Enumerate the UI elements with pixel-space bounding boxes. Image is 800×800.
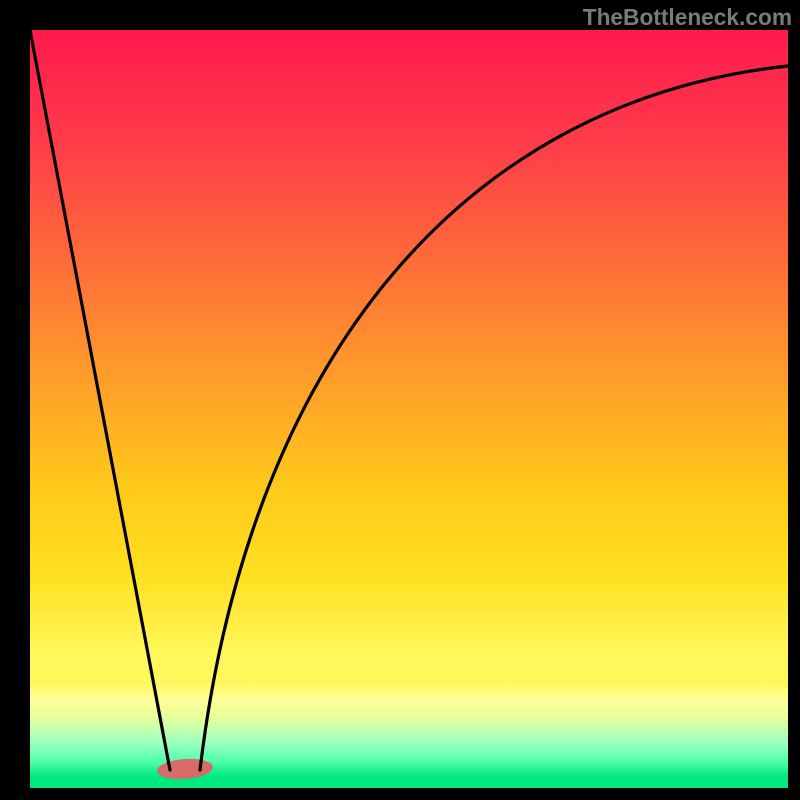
- bottleneck-chart: [0, 0, 800, 800]
- chart-container: TheBottleneck.com: [0, 0, 800, 800]
- watermark-text: TheBottleneck.com: [583, 4, 792, 31]
- chart-plot-area: [30, 30, 788, 788]
